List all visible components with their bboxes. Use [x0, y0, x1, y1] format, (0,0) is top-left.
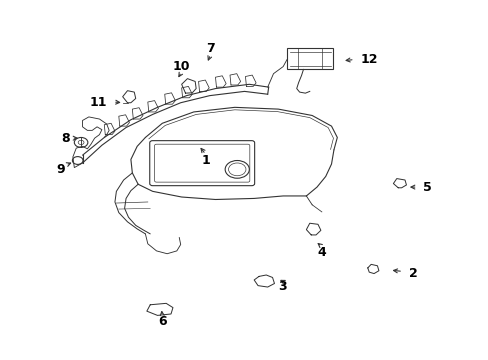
Text: 3: 3: [278, 280, 286, 293]
Text: 6: 6: [158, 315, 166, 328]
Text: 9: 9: [56, 163, 65, 176]
Text: 12: 12: [360, 53, 377, 66]
Text: 11: 11: [89, 95, 106, 108]
Text: 1: 1: [201, 154, 210, 167]
Text: 8: 8: [61, 132, 70, 145]
Text: 4: 4: [317, 246, 325, 259]
Text: 7: 7: [206, 42, 215, 55]
Text: 5: 5: [423, 181, 431, 194]
Text: 10: 10: [173, 60, 190, 73]
Text: 2: 2: [408, 267, 417, 280]
